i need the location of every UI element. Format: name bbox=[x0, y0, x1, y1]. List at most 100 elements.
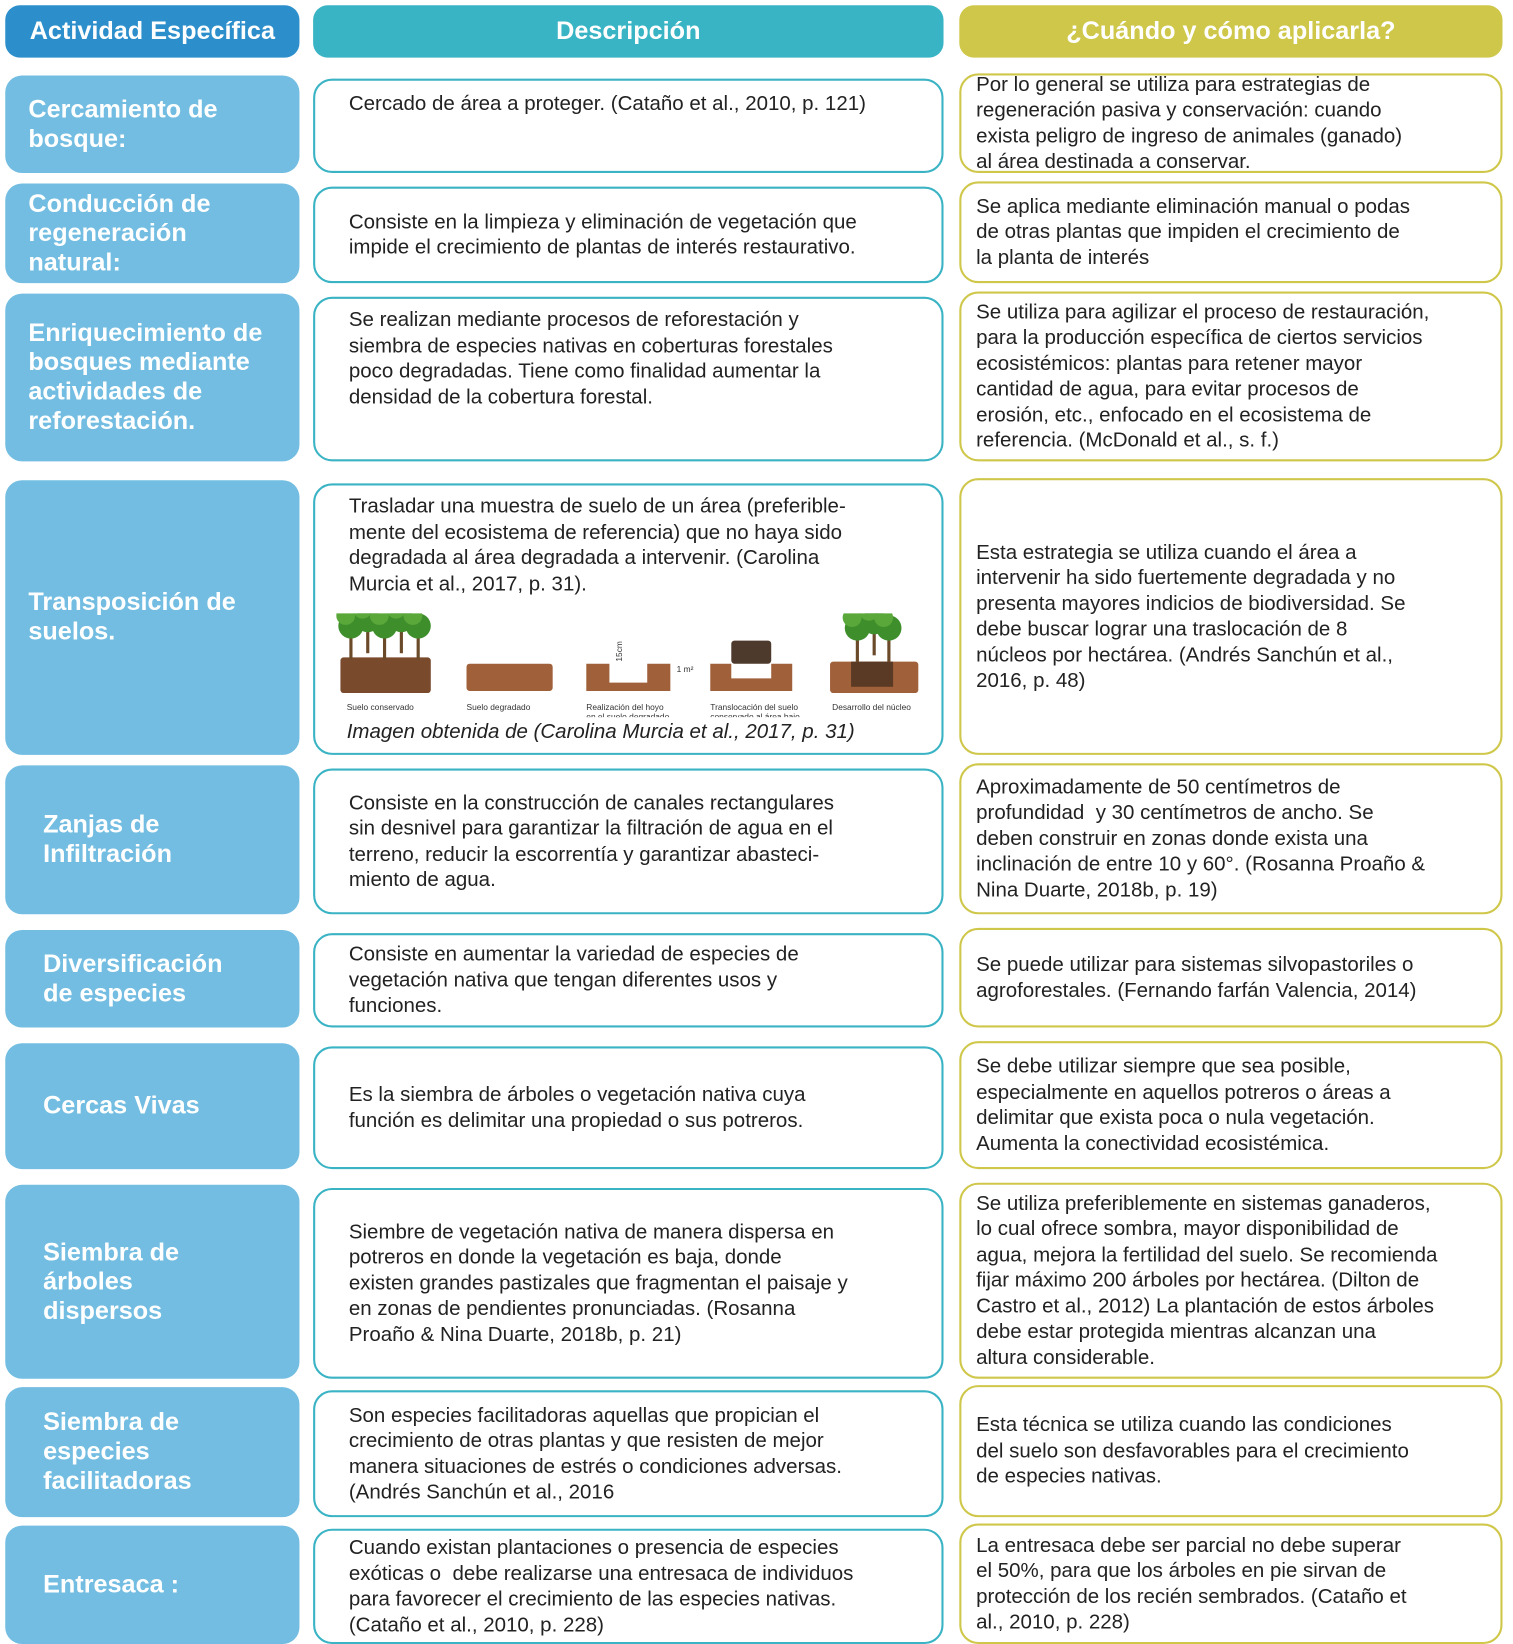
activity-line: Cercas Vivas bbox=[43, 1091, 200, 1120]
when-line: agroforestales. (Fernando farfán Valenci… bbox=[976, 978, 1417, 1002]
soil bbox=[466, 663, 553, 691]
figure-caption: conservado al área bajo bbox=[710, 711, 800, 716]
description-cell: Se realizan mediante procesos de refores… bbox=[313, 296, 944, 462]
description-line: Consiste en aumentar la variedad de espe… bbox=[348, 942, 799, 966]
activity-line: natural: bbox=[28, 247, 121, 277]
description-line: para favorecer el crecimiento de las esp… bbox=[348, 1587, 837, 1611]
description-cell: Son especies facilitadoras aquellas que … bbox=[313, 1390, 944, 1518]
when-line: especialmente en aquellos potreros o áre… bbox=[976, 1080, 1391, 1104]
when-line: inclinación de entre 10 y 60°. (Rosanna … bbox=[976, 852, 1426, 876]
trunk bbox=[349, 634, 353, 660]
when-line: deben construir en zonas donde exista un… bbox=[976, 827, 1368, 851]
when-line: fijar máximo 200 árboles por hectárea. (… bbox=[976, 1268, 1420, 1293]
when-line: del suelo son desfavorables para el crec… bbox=[976, 1439, 1409, 1463]
when-line: de especies nativas. bbox=[976, 1465, 1162, 1489]
foliage bbox=[403, 613, 423, 625]
when-line: 2016, p. 48) bbox=[976, 668, 1086, 693]
when-line: ecosistémicos: plantas para retener mayo… bbox=[976, 351, 1363, 375]
description-line: sin desnivel para garantizar la filtraci… bbox=[348, 816, 833, 840]
when-line: profundidad y 30 centímetros de ancho. S… bbox=[976, 801, 1374, 825]
activity-line: Siembra de bbox=[43, 1237, 180, 1267]
when-line: la planta de interés bbox=[976, 246, 1150, 270]
when-line: agua, mejora la fertilidad del suelo. Se… bbox=[976, 1243, 1438, 1267]
activity-cell: Zanjas de Infiltración bbox=[5, 765, 300, 915]
activity-line: bosques mediante bbox=[28, 348, 250, 377]
activity-line: especies bbox=[43, 1437, 150, 1466]
activity-cell: Transposición de suelos. bbox=[5, 480, 300, 755]
activity-cell: Cercamiento de bosque: bbox=[5, 75, 300, 174]
description-line: (Cataño et al., 2010, p. 228) bbox=[348, 1613, 604, 1637]
description-line: poco degradadas. Tiene como finalidad au… bbox=[348, 359, 821, 383]
when-line: debe buscar lograr una traslocación de 8 bbox=[976, 617, 1348, 641]
when-line: protección de los recién sembrados. (Cat… bbox=[976, 1584, 1407, 1608]
when-line: Aproximadamente de 50 centímetros de bbox=[976, 775, 1341, 799]
when-line: Aumenta la conectividad ecosistémica. bbox=[976, 1131, 1330, 1155]
description-line: impide el crecimiento de plantas de inte… bbox=[348, 235, 856, 259]
when-cell: La entresaca debe ser parcial no debe su… bbox=[959, 1523, 1503, 1644]
when-line: Por lo general se utiliza para estrategi… bbox=[976, 72, 1371, 96]
activity-cell: Conducción de regeneración natural: bbox=[5, 183, 300, 284]
when-line: de otras plantas que impiden el crecimie… bbox=[976, 220, 1400, 244]
soil bbox=[586, 663, 671, 691]
activity-line: Cercamiento de bbox=[28, 94, 218, 124]
when-line: intervenir ha sido fuertemente degradada… bbox=[976, 566, 1396, 590]
description-line: mente del ecosistema de referencia) que … bbox=[348, 520, 843, 544]
activity-line: regeneración bbox=[28, 218, 187, 247]
when-line: Nina Duarte, 2018b, p. 19) bbox=[976, 878, 1218, 902]
when-line: cantidad de agua, para evitar procesos d… bbox=[976, 377, 1359, 401]
foliage bbox=[859, 613, 879, 621]
when-cell: Se debe utilizar siempre que sea posible… bbox=[959, 1041, 1503, 1170]
activity-line: actividades de bbox=[28, 377, 203, 406]
header-cell: Actividad Específica bbox=[5, 5, 300, 58]
foliage bbox=[874, 613, 894, 628]
figure-caption: Suelo degradado bbox=[467, 702, 531, 712]
activity-cell: Siembra de árboles dispersos bbox=[5, 1184, 300, 1379]
when-line: La entresaca debe ser parcial no debe su… bbox=[976, 1533, 1401, 1557]
description-cell: Consiste en aumentar la variedad de espe… bbox=[313, 933, 944, 1028]
when-line: núcleos por hectárea. (Andrés Sanchún et… bbox=[976, 643, 1393, 667]
when-cell: Se utiliza preferiblemente en sistemas g… bbox=[959, 1182, 1503, 1379]
foliage bbox=[842, 613, 862, 628]
when-cell: Se utiliza para agilizar el proceso de r… bbox=[959, 291, 1503, 462]
foliage bbox=[336, 613, 356, 625]
description-line: exóticas o debe realizarse una entresaca… bbox=[348, 1561, 854, 1585]
activity-cell: Diversificación de especies bbox=[5, 930, 300, 1028]
activity-line: Transposición de bbox=[28, 588, 236, 617]
activity-line: de especies bbox=[43, 978, 187, 1008]
description-line: Se realizan mediante procesos de refores… bbox=[348, 308, 799, 332]
soil-illustration: 15cm 1 m² Suelo conservado Suelo degradado R… bbox=[336, 613, 919, 717]
description-cell: Cercado de área a proteger. (Cataño et a… bbox=[313, 78, 944, 174]
when-line: debe estar protegida mientras alcanzan u… bbox=[976, 1320, 1376, 1344]
activity-line: suelos. bbox=[28, 617, 116, 646]
description-cell: Consiste en la limpieza y eliminación de… bbox=[313, 186, 944, 284]
description-cell: Cuando existan plantaciones o presencia … bbox=[313, 1528, 944, 1644]
activity-line: Diversificación bbox=[43, 949, 223, 978]
activity-line: Entresaca : bbox=[43, 1570, 180, 1599]
when-line: altura considerable. bbox=[976, 1346, 1155, 1370]
description-line: miento de agua. bbox=[348, 868, 496, 892]
activity-line: Conducción de bbox=[28, 189, 211, 218]
activity-line: bosque: bbox=[28, 124, 127, 153]
when-line: al área destinada a conservar. bbox=[976, 149, 1251, 174]
description-cell: Trasladar una muestra de suelo de un áre… bbox=[313, 483, 944, 755]
activity-cell: Cercas Vivas bbox=[5, 1043, 300, 1170]
when-cell: Esta técnica se utiliza cuando las condi… bbox=[959, 1385, 1503, 1518]
description-line: Siembre de vegetación nativa de manera d… bbox=[348, 1220, 835, 1244]
figure-caption: Translocación del suelo bbox=[710, 702, 798, 712]
description-line: degradada al área degradada a intervenir… bbox=[348, 546, 820, 570]
trunk bbox=[872, 630, 876, 656]
when-line: presenta mayores indicios de biodiversid… bbox=[976, 591, 1406, 615]
soil bbox=[340, 657, 431, 694]
when-line: Se utiliza preferiblemente en sistemas g… bbox=[976, 1191, 1431, 1215]
description-line: potreros en donde la vegetación es baja,… bbox=[348, 1245, 782, 1269]
description-line: Murcia et al., 2017, p. 31). bbox=[348, 571, 587, 596]
when-line: Se debe utilizar siempre que sea posible… bbox=[976, 1054, 1351, 1078]
trunk bbox=[382, 634, 387, 660]
description-line: (Andrés Sanchún et al., 2016 bbox=[348, 1480, 615, 1504]
description-line: vegetación nativa que tengan diferentes … bbox=[348, 968, 778, 992]
when-line: Esta técnica se utiliza cuando las condi… bbox=[976, 1413, 1392, 1437]
activity-line: dispersos bbox=[43, 1296, 163, 1325]
description-line: terreno, reducir la escorrentía y garant… bbox=[348, 842, 820, 866]
figure-caption: Desarrollo del núcleo bbox=[832, 702, 911, 712]
activity-line: Enriquecimiento de bbox=[28, 318, 263, 348]
